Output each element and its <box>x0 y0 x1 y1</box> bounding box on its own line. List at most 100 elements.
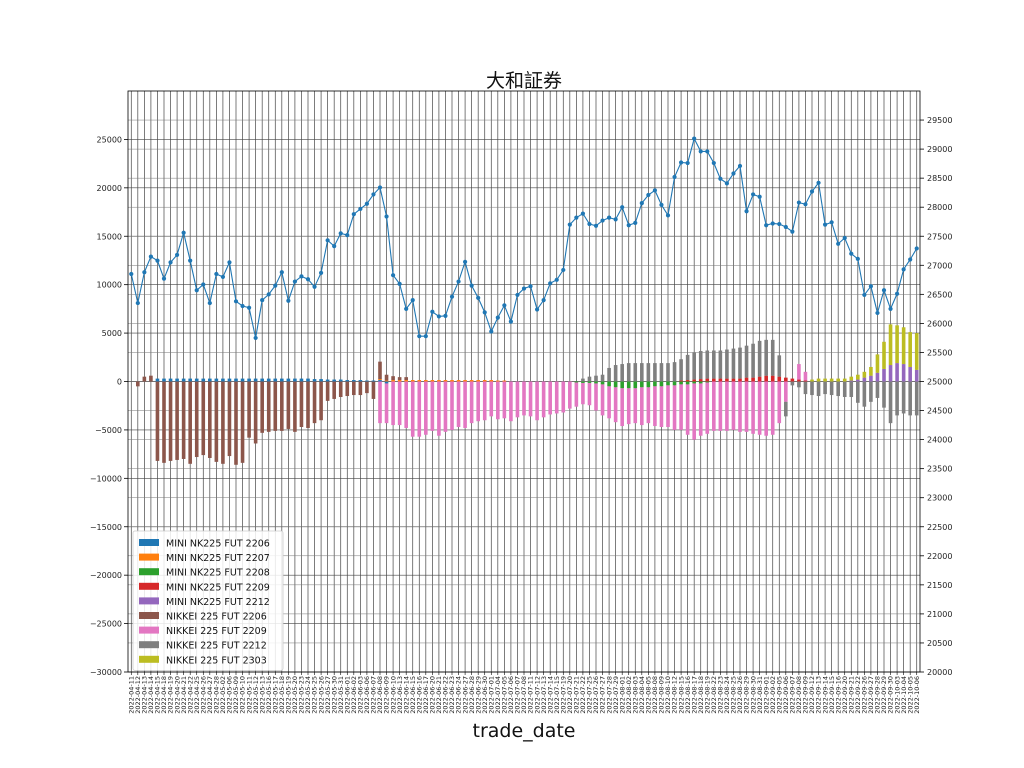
bar <box>797 381 801 388</box>
bar <box>849 381 854 397</box>
price-point <box>901 267 906 272</box>
bar <box>587 376 592 382</box>
bar <box>744 381 749 432</box>
bar <box>895 363 899 382</box>
bar <box>502 380 507 382</box>
price-point <box>626 223 631 228</box>
x-tick-label: 2022-08-16 <box>684 676 692 714</box>
bar <box>784 401 788 417</box>
x-tick-label: 2022-04-20 <box>173 676 181 714</box>
bar <box>653 363 657 382</box>
bar <box>253 378 258 382</box>
y2-tick-label: 29500 <box>927 116 952 125</box>
x-tick-label: 2022-06-10 <box>389 676 397 714</box>
price-point <box>711 160 716 166</box>
price-point <box>816 180 821 185</box>
price-point <box>574 215 579 220</box>
x-tick-label: 2022-05-06 <box>226 676 234 714</box>
y-tick-label: 25000 <box>97 135 122 144</box>
price-point <box>554 277 559 282</box>
price-point <box>253 335 258 341</box>
bar <box>738 378 742 382</box>
y-tick-label: 5000 <box>102 329 122 338</box>
bar <box>424 381 428 435</box>
x-tick-label: 2022-06-03 <box>357 676 365 714</box>
x-tick-label: 2022-08-10 <box>664 676 672 714</box>
y-tick-label: 10000 <box>97 281 122 290</box>
x-tick-label: 2022-09-02 <box>769 676 777 714</box>
x-tick-label: 2022-06-21 <box>435 676 443 714</box>
bar <box>424 380 428 382</box>
bar <box>705 378 710 382</box>
x-tick-label: 2022-05-13 <box>258 676 266 714</box>
bar <box>240 381 245 463</box>
x-tick-label: 2022-08-26 <box>736 676 744 714</box>
bar <box>496 381 500 420</box>
bar <box>482 380 487 382</box>
y-tick-label: 15000 <box>97 232 122 241</box>
bar <box>437 381 441 436</box>
bar <box>888 381 893 424</box>
bar <box>882 368 886 382</box>
y2-tick-label: 28500 <box>927 174 952 183</box>
bar <box>384 374 389 381</box>
legend-swatch <box>139 582 159 590</box>
x-tick-label: 2022-09-28 <box>874 676 882 714</box>
x-tick-label: 2022-04-26 <box>199 676 207 714</box>
bar <box>319 379 323 382</box>
price-point <box>593 223 599 228</box>
price-point <box>201 282 206 287</box>
bar <box>482 381 487 421</box>
bar <box>613 365 618 382</box>
price-point <box>692 136 697 141</box>
bar <box>731 378 736 382</box>
price-point <box>443 313 448 318</box>
legend-label: MINI NK225 FUT 2207 <box>166 553 270 564</box>
legend-label: NIKKEI 225 FUT 2206 <box>166 612 267 623</box>
bar <box>352 381 356 396</box>
price-point <box>724 181 730 186</box>
bar <box>810 381 814 396</box>
price-point <box>351 212 356 217</box>
bar <box>626 388 631 425</box>
x-tick-label: 2022-07-07 <box>514 676 522 714</box>
bar <box>456 380 461 382</box>
bar <box>731 381 736 430</box>
bar <box>450 380 454 382</box>
bar <box>587 381 592 383</box>
bar <box>607 386 611 419</box>
bar <box>692 379 696 382</box>
bar <box>646 381 651 388</box>
bar <box>581 381 585 383</box>
bar <box>594 375 598 382</box>
bar <box>208 378 212 382</box>
bar <box>410 381 415 437</box>
bar <box>849 376 854 381</box>
bar <box>332 381 336 399</box>
x-axis-label: trade_date <box>473 720 576 742</box>
x-tick-label: 2022-09-01 <box>762 676 770 714</box>
bar <box>790 378 795 382</box>
x-tick-label: 2022-08-01 <box>618 676 626 714</box>
price-point <box>908 257 913 262</box>
price-point <box>521 286 527 291</box>
price-point <box>698 149 703 154</box>
bar <box>672 362 677 382</box>
bar <box>836 378 840 382</box>
bar <box>286 378 291 382</box>
price-point <box>404 306 409 311</box>
x-tick-label: 2022-06-08 <box>376 676 384 714</box>
bar <box>882 341 886 369</box>
x-tick-label: 2022-08-05 <box>645 676 653 714</box>
bar <box>594 381 598 384</box>
price-point <box>790 229 795 234</box>
price-point <box>620 205 625 210</box>
price-point <box>750 192 756 197</box>
x-tick-label: 2022-08-17 <box>690 676 698 714</box>
x-tick-label: 2022-05-31 <box>337 676 345 714</box>
bar <box>875 381 880 398</box>
bar <box>633 388 638 424</box>
price-point <box>482 310 487 315</box>
bar <box>685 381 690 385</box>
bar <box>234 378 238 382</box>
